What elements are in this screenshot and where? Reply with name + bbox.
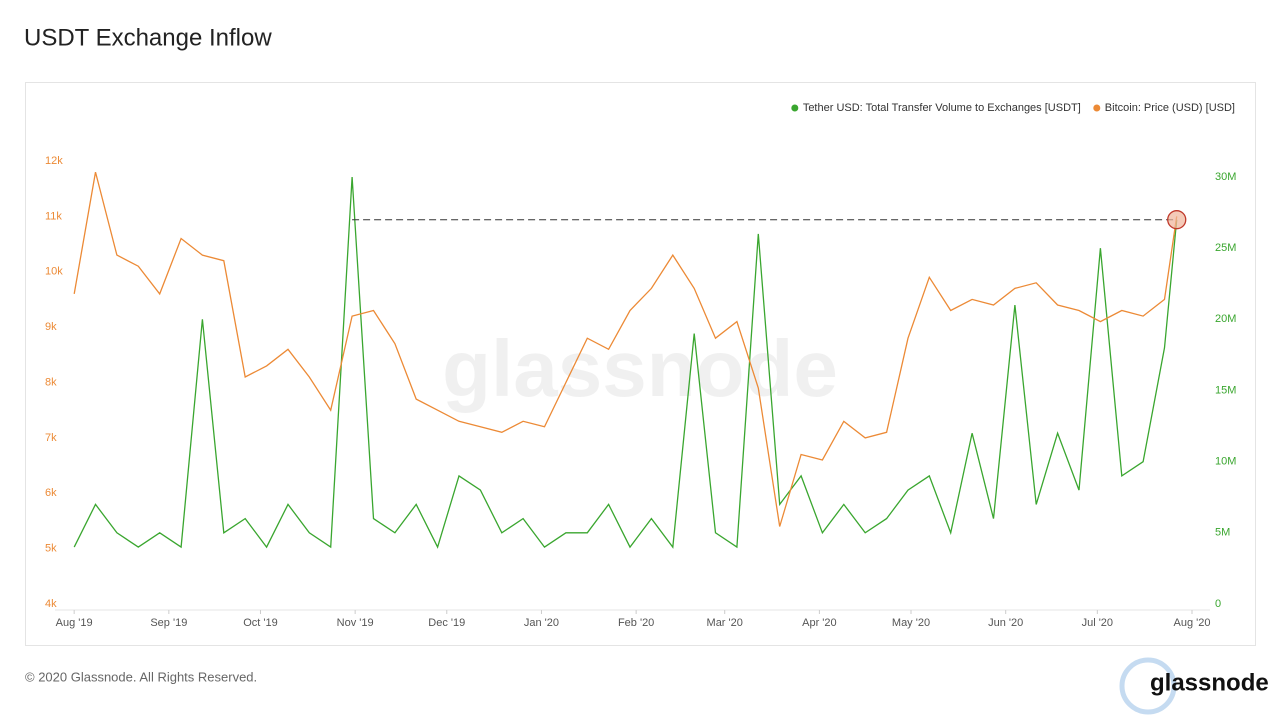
copyright: © 2020 Glassnode. All Rights Reserved.: [25, 669, 257, 684]
x-tick-label: Jan '20: [524, 617, 559, 629]
x-tick-label: Apr '20: [802, 617, 837, 629]
y2-tick-label: 20M: [1215, 313, 1236, 325]
legend-marker: [791, 104, 799, 112]
chart-title: USDT Exchange Inflow: [24, 24, 272, 51]
x-tick-label: May '20: [892, 617, 930, 629]
y2-tick-label: 10M: [1215, 456, 1236, 468]
legend-label: Bitcoin: Price (USD) [USD]: [1105, 102, 1235, 114]
y-tick-label: 9k: [45, 321, 57, 333]
annotation-circle: [1167, 210, 1187, 230]
x-tick-label: Mar '20: [707, 617, 743, 629]
x-tick-label: Sep '19: [150, 617, 187, 629]
y2-tick-label: 25M: [1215, 242, 1236, 254]
chart-panel: [25, 82, 1256, 646]
y2-tick-label: 30M: [1215, 171, 1236, 183]
x-tick-label: Aug '20: [1174, 617, 1211, 629]
y2-tick-label: 5M: [1215, 527, 1230, 539]
legend-marker: [1093, 104, 1101, 112]
y-tick-label: 6k: [45, 487, 57, 499]
x-tick-label: Aug '19: [56, 617, 93, 629]
series-line: [73, 171, 1178, 527]
x-tick-label: Feb '20: [618, 617, 654, 629]
x-tick-label: Oct '19: [243, 617, 278, 629]
y2-tick-label: 15M: [1215, 384, 1236, 396]
y-tick-label: 12k: [45, 155, 63, 167]
y2-tick-label: 0: [1215, 598, 1221, 610]
x-tick-label: Jun '20: [988, 617, 1023, 629]
y-tick-label: 4k: [45, 598, 57, 610]
y-tick-label: 8k: [45, 376, 57, 388]
legend-label: Tether USD: Total Transfer Volume to Exc…: [803, 102, 1081, 114]
x-tick-label: Dec '19: [428, 617, 465, 629]
x-tick-label: Jul '20: [1082, 617, 1113, 629]
y-tick-label: 11k: [45, 210, 62, 222]
y-tick-label: 10k: [45, 266, 63, 278]
footer-logo: glassnode: [1150, 669, 1269, 696]
y-tick-label: 7k: [45, 432, 57, 444]
x-tick-label: Nov '19: [337, 617, 374, 629]
logo-ring: [1119, 657, 1177, 715]
watermark: glassnode: [442, 324, 838, 413]
y-tick-label: 5k: [45, 543, 57, 555]
series-line: [73, 176, 1178, 549]
